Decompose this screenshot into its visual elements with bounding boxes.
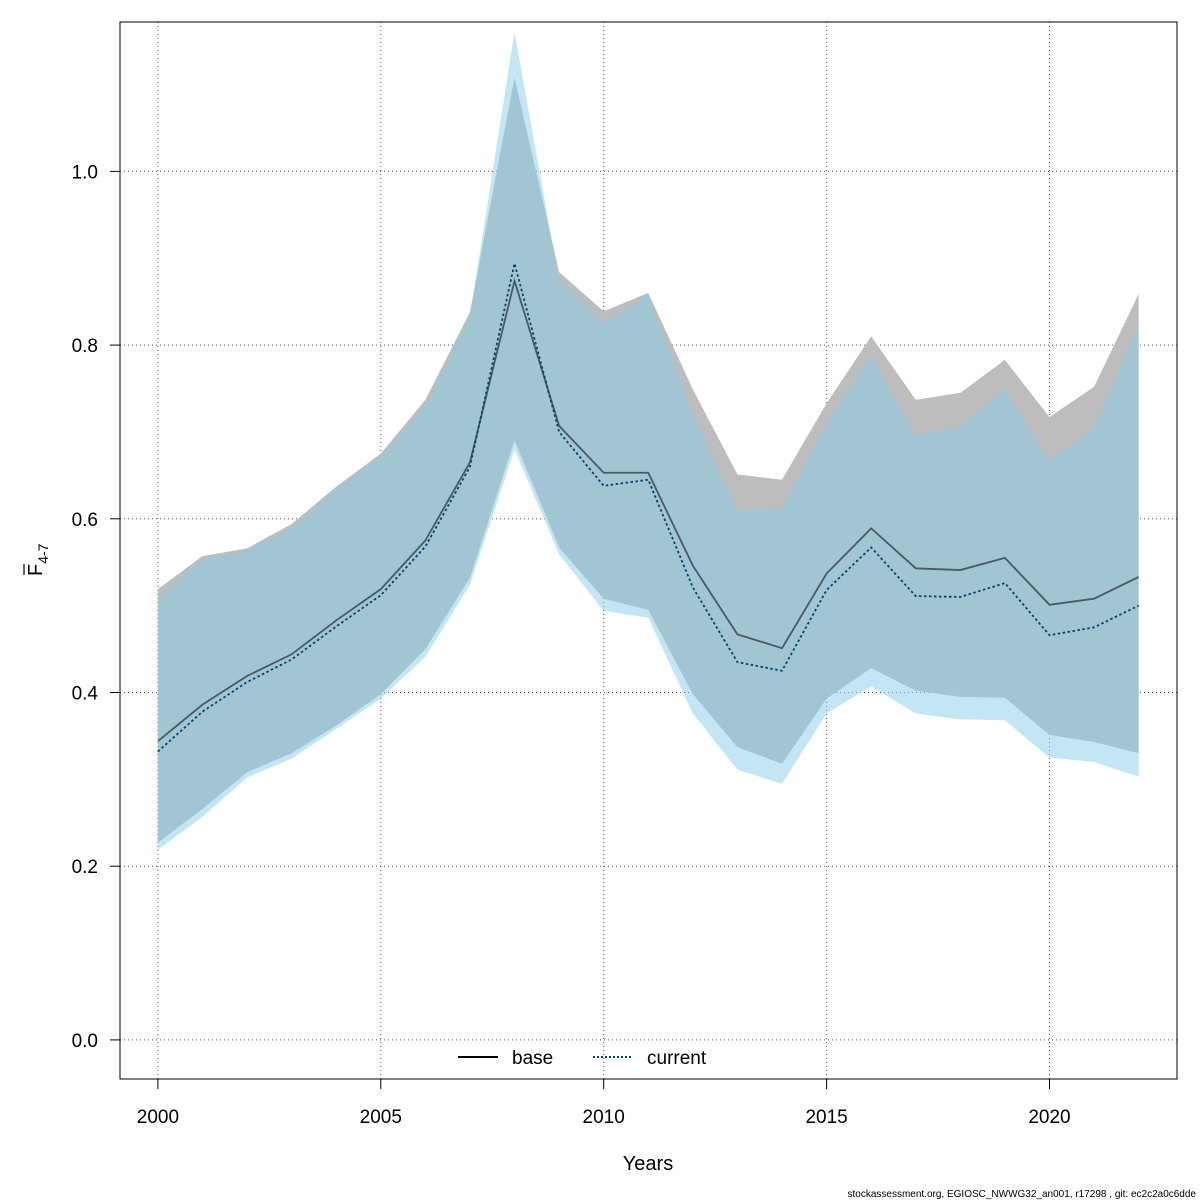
y-axis-title-letter: F [25, 564, 47, 576]
x-axis-title: Years [623, 1153, 673, 1175]
y-tick-label: 0.4 [72, 684, 99, 705]
y-tick-label: 0.2 [72, 857, 98, 878]
y-tick-label: 0.8 [72, 336, 98, 357]
series-line-current [157, 263, 1140, 753]
x-tick-label: 2020 [1028, 1107, 1070, 1128]
confidence-band-current [157, 32, 1139, 850]
y-tick-label: 0.6 [72, 510, 98, 531]
legend-label-base: base [512, 1048, 553, 1069]
x-tick-label: 2015 [805, 1107, 847, 1128]
y-tick-label: 0.0 [72, 1031, 98, 1052]
x-tick-label: 2010 [583, 1107, 625, 1128]
x-tick-label: 2000 [137, 1107, 179, 1128]
series-lines [157, 263, 1140, 753]
legend: base current [458, 1048, 707, 1069]
y-axis-title-subscript: 4-7 [35, 543, 51, 563]
confidence-bands [157, 32, 1139, 850]
legend-label-current: current [647, 1048, 707, 1069]
series-line-base [157, 277, 1140, 742]
y-axis-title: F4-7 [23, 543, 51, 576]
x-tick-label: 2005 [360, 1107, 402, 1128]
axes: 0.0 0.2 0.4 0.6 0.8 1.0 2000 2005 2010 2015 2020 [72, 162, 1071, 1128]
svg-text:F4-7: F4-7 [25, 543, 51, 576]
footer-credit: stockassessment.org, EGIOSC_NWWG32_an001… [847, 1189, 1196, 1200]
y-tick-label: 1.0 [72, 162, 98, 183]
